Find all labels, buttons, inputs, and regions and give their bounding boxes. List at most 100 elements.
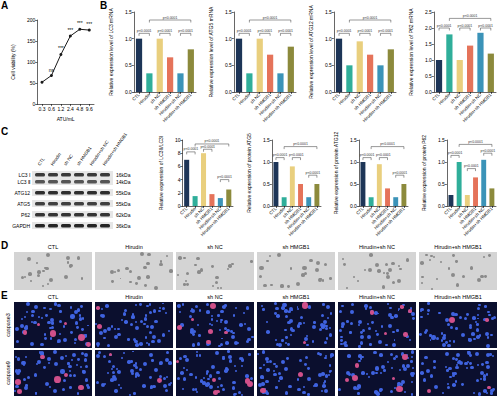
svg-text:55kDa: 55kDa: [116, 190, 131, 196]
svg-text:Hirudin+sh HMGB1: Hirudin+sh HMGB1: [462, 206, 493, 237]
svg-text:0.5: 0.5: [262, 181, 269, 187]
svg-text:p<0.0001: p<0.0001: [184, 147, 199, 151]
svg-text:p<0.0001: p<0.0001: [392, 171, 407, 175]
svg-text:1.0: 1.0: [225, 36, 232, 42]
svg-text:Relative expression level of A: Relative expression level of ATG12 mRNA: [308, 5, 314, 99]
svg-text:Hirudin: Hirudin: [438, 92, 452, 106]
svg-text:LC3 Ⅰ: LC3 Ⅰ: [18, 172, 30, 178]
svg-text:Hirudin+sh HMGB1: Hirudin+sh HMGB1: [287, 206, 318, 237]
svg-text:14kDa: 14kDa: [116, 179, 131, 185]
svg-text:***: ***: [67, 27, 73, 33]
svg-text:p<0.0001: p<0.0001: [200, 145, 215, 149]
svg-text:p<0.0001: p<0.0001: [158, 29, 173, 33]
svg-text:sh NC: sh NC: [63, 153, 75, 167]
svg-text:p<0.0001: p<0.0001: [137, 29, 152, 33]
svg-text:p<0.0001: p<0.0001: [478, 24, 493, 28]
svg-text:1.2: 1.2: [57, 106, 64, 112]
svg-text:***: ***: [58, 45, 64, 51]
svg-text:0.3: 0.3: [38, 106, 45, 112]
svg-text:0.0: 0.0: [225, 89, 232, 95]
svg-text:***: ***: [77, 20, 83, 26]
svg-text:Hirudin: Hirudin: [50, 152, 63, 167]
svg-text:Hirudin: Hirudin: [338, 92, 352, 106]
svg-text:p<0.0001: p<0.0001: [358, 29, 373, 33]
svg-text:2.0: 2.0: [425, 25, 432, 31]
svg-text:62kDa: 62kDa: [116, 212, 131, 218]
svg-text:Relative expression level of L: Relative expression level of LC3 mRNA: [108, 8, 114, 96]
svg-text:Relative expression of protein: Relative expression of protein P62: [421, 135, 427, 211]
svg-text:p<0.0001: p<0.0001: [464, 164, 479, 168]
svg-text:55kDa: 55kDa: [116, 201, 131, 207]
svg-text:0.6: 0.6: [48, 106, 55, 112]
svg-text:6: 6: [178, 163, 181, 169]
svg-text:ATU/mL: ATU/mL: [57, 116, 75, 122]
svg-text:150: 150: [27, 38, 36, 44]
svg-text:0.0: 0.0: [425, 89, 432, 95]
svg-text:0.5: 0.5: [225, 62, 232, 68]
svg-text:4: 4: [178, 177, 181, 183]
svg-text:1.0: 1.0: [437, 159, 444, 165]
svg-text:p<0.0001: p<0.0001: [217, 175, 232, 179]
svg-text:Hirudin+sh HMGB1: Hirudin+sh HMGB1: [375, 206, 406, 237]
svg-text:p<0.0001: p<0.0001: [205, 139, 220, 143]
svg-text:2.5: 2.5: [425, 9, 432, 15]
svg-text:50: 50: [30, 80, 36, 86]
svg-text:LC3 Ⅱ: LC3 Ⅱ: [17, 179, 30, 185]
svg-text:Relative expression of LC3II/L: Relative expression of LC3II/LC3I: [158, 136, 164, 210]
svg-text:GAPDH: GAPDH: [12, 223, 30, 229]
svg-text:CTL: CTL: [37, 156, 46, 166]
svg-text:Relative expression of protein: Relative expression of protein ATG5: [246, 133, 252, 213]
svg-text:p<0.0001: p<0.0001: [293, 142, 308, 146]
svg-text:p<0.0001: p<0.0001: [278, 29, 293, 33]
svg-text:Hirudin+sh HMGB1: Hirudin+sh HMGB1: [162, 92, 193, 123]
svg-text:p<0.0001: p<0.0001: [305, 171, 320, 175]
svg-text:Relative expression level of P: Relative expression level of P62 mRNA: [408, 8, 414, 96]
svg-text:1.5: 1.5: [350, 137, 357, 143]
svg-text:0.0: 0.0: [350, 203, 357, 209]
svg-text:0.5: 0.5: [325, 62, 332, 68]
svg-text:9.6: 9.6: [86, 106, 93, 112]
svg-text:p<0.0001: p<0.0001: [289, 153, 304, 157]
svg-text:0.5: 0.5: [437, 181, 444, 187]
svg-text:4.8: 4.8: [76, 106, 83, 112]
svg-text:p<0.0001: p<0.0001: [360, 153, 375, 157]
svg-text:P62: P62: [21, 212, 30, 218]
svg-text:Hirudin+sh HMGB1: Hirudin+sh HMGB1: [102, 131, 129, 166]
svg-text:0.5: 0.5: [425, 73, 432, 79]
svg-text:1.0: 1.0: [262, 159, 269, 165]
svg-text:p<0.0001: p<0.0001: [263, 16, 278, 20]
svg-text:0.0: 0.0: [325, 89, 332, 95]
svg-text:0: 0: [32, 101, 35, 107]
svg-text:p<0.0001: p<0.0001: [178, 29, 193, 33]
svg-text:p<0.0001: p<0.0001: [272, 153, 287, 157]
svg-text:1.5: 1.5: [437, 137, 444, 143]
svg-text:p<0.0001: p<0.0001: [337, 29, 352, 33]
svg-text:Relative expression level of A: Relative expression level of ATG5 mRNA: [208, 6, 214, 97]
svg-text:16kDa: 16kDa: [116, 172, 131, 178]
svg-text:Hirudin+sh HMGB1: Hirudin+sh HMGB1: [262, 92, 293, 123]
svg-text:36kDa: 36kDa: [116, 223, 131, 229]
svg-text:1.0: 1.0: [325, 36, 332, 42]
svg-text:***: ***: [86, 21, 92, 27]
svg-text:1.5: 1.5: [225, 9, 232, 15]
svg-text:ATG5: ATG5: [17, 201, 30, 207]
svg-text:1.0: 1.0: [425, 57, 432, 63]
svg-text:p<0.0001: p<0.0001: [163, 16, 178, 20]
svg-text:Hirudin: Hirudin: [138, 92, 152, 106]
svg-text:10: 10: [175, 137, 181, 143]
svg-text:p<0.0001: p<0.0001: [463, 14, 478, 18]
svg-text:p<0.0001: p<0.0001: [458, 24, 473, 28]
svg-text:p<0.0001: p<0.0001: [380, 142, 395, 146]
svg-text:ns: ns: [49, 67, 55, 73]
svg-text:0: 0: [178, 203, 181, 209]
svg-text:1.5: 1.5: [425, 41, 432, 47]
svg-text:Hirudin+sh HMGB1: Hirudin+sh HMGB1: [362, 92, 393, 123]
svg-text:1.5: 1.5: [125, 9, 132, 15]
svg-text:1.0: 1.0: [350, 159, 357, 165]
svg-text:0.0: 0.0: [125, 89, 132, 95]
svg-text:1.0: 1.0: [125, 36, 132, 42]
svg-text:p<0.0001: p<0.0001: [447, 151, 462, 155]
svg-text:p<0.0001: p<0.0001: [258, 29, 273, 33]
svg-text:ATG12: ATG12: [15, 190, 31, 196]
svg-text:2: 2: [178, 190, 181, 196]
